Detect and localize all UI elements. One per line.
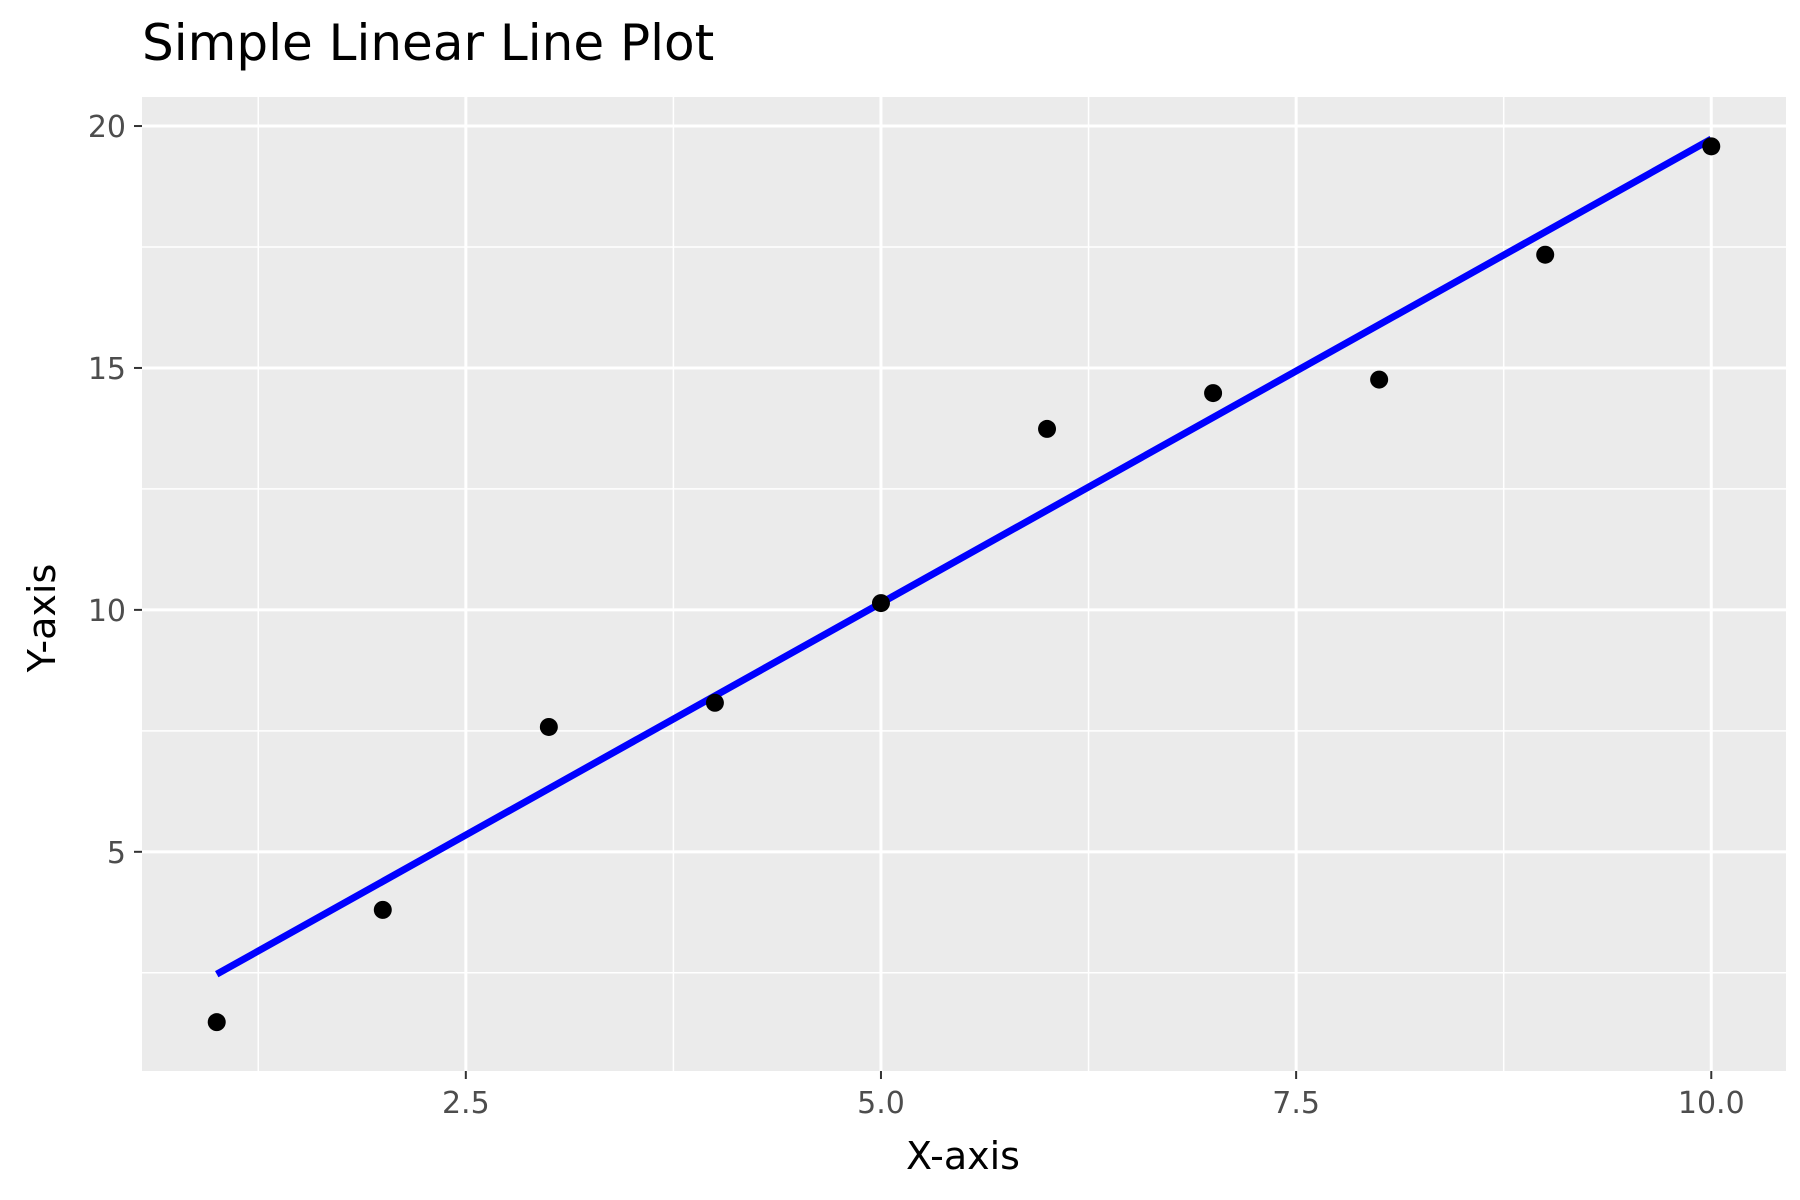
data-point [1370, 370, 1389, 389]
data-point [705, 693, 724, 712]
y-tick-label: 20 [88, 110, 126, 145]
x-tick-label: 10.0 [1678, 1086, 1745, 1121]
fit-line [215, 136, 1713, 978]
data-point [1536, 245, 1555, 264]
x-axis-title: X-axis [906, 1134, 1020, 1178]
y-tick-label: 5 [107, 836, 126, 871]
x-tick-label: 5.0 [857, 1086, 905, 1121]
data-point [1038, 419, 1057, 438]
data-point [871, 594, 890, 613]
y-axis-title: Y-axis [20, 564, 64, 674]
plot-panel [142, 97, 1786, 1071]
x-tick-label: 2.5 [442, 1086, 490, 1121]
data-point [373, 900, 392, 919]
axis-ticks: 2.5 5.0 7.5 10.0 5 10 15 20 [88, 110, 1745, 1121]
data-point [539, 717, 558, 736]
x-tick-label: 7.5 [1272, 1086, 1320, 1121]
chart-title: Simple Linear Line Plot [142, 14, 714, 72]
data-point [1204, 384, 1223, 403]
data-point [1702, 137, 1721, 156]
minor-gridlines [142, 97, 1786, 1071]
data-point [207, 1013, 226, 1032]
y-tick-label: 15 [88, 352, 126, 387]
y-tick-label: 10 [88, 594, 126, 629]
series-layer [207, 136, 1721, 1032]
major-gridlines [142, 97, 1786, 1071]
